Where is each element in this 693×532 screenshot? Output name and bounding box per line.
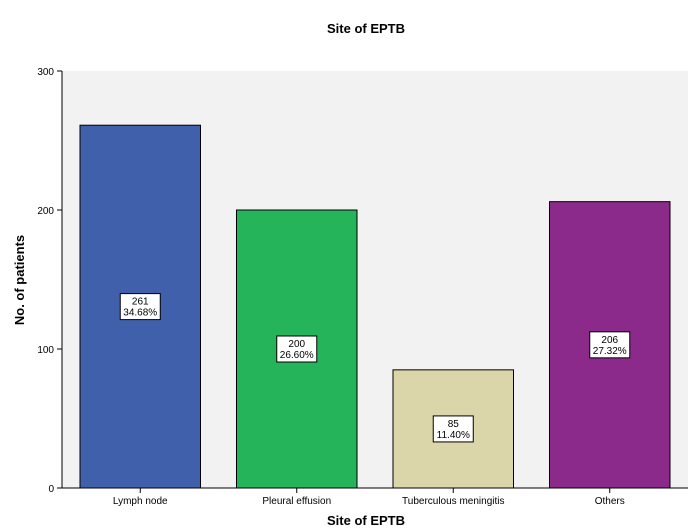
data-label-1-0: 200 xyxy=(288,339,305,350)
data-label-1-1: 26.60% xyxy=(280,350,314,361)
y-tick-label-3: 300 xyxy=(37,67,54,78)
data-label-0-1: 34.68% xyxy=(123,308,157,319)
data-label-box-3 xyxy=(589,331,631,359)
chart-title: Site of EPTB xyxy=(327,21,405,36)
x-tick-label-2: Tuberculous meningitis xyxy=(402,496,504,507)
x-tick-label-1: Pleural effusion xyxy=(262,496,331,507)
y-tick-label-1: 100 xyxy=(37,345,54,356)
data-label-2-0: 85 xyxy=(448,419,460,430)
y-axis-label: No. of patients xyxy=(12,235,27,325)
data-label-box-2 xyxy=(432,415,474,443)
data-label-2-1: 11.40% xyxy=(437,430,470,441)
y-tick-label-0: 0 xyxy=(48,484,54,495)
x-ticks-group: Lymph node Pleural effusion Tuberculous me… xyxy=(113,488,625,507)
y-tick-label-2: 200 xyxy=(37,206,54,217)
x-axis-label: Site of EPTB xyxy=(327,513,405,528)
data-label-box-1 xyxy=(276,335,318,363)
data-label-3-1: 27.32% xyxy=(593,346,627,357)
data-label-3-0: 206 xyxy=(601,335,618,346)
y-ticks-group: 0 100 200 300 xyxy=(37,67,62,495)
data-label-0-0: 261 xyxy=(132,297,149,308)
data-label-box-0 xyxy=(119,293,161,321)
x-tick-label-0: Lymph node xyxy=(113,496,168,507)
x-tick-label-3: Others xyxy=(595,496,625,507)
